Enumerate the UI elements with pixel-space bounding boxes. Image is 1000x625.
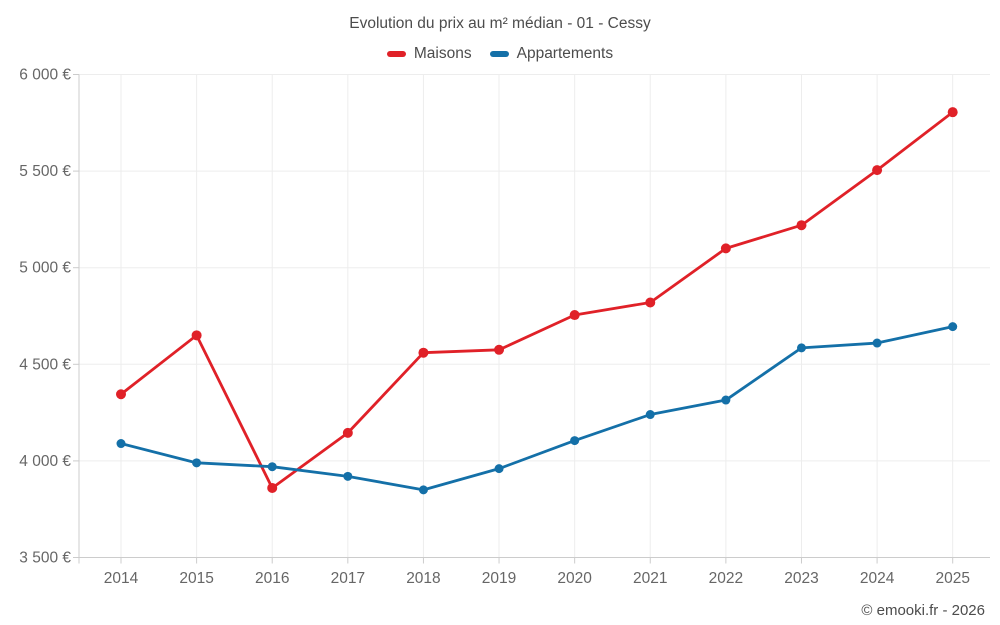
data-point-appartements-2023[interactable] [796, 343, 806, 353]
y-axis-tick-label: 5 500 € [19, 163, 71, 180]
x-axis-tick-label: 2024 [860, 570, 895, 587]
data-point-maisons-2024[interactable] [872, 165, 883, 176]
data-point-appartements-2018[interactable] [418, 485, 428, 495]
data-point-appartements-2017[interactable] [343, 471, 353, 481]
data-point-maisons-2018[interactable] [418, 347, 429, 358]
chart-legend: Maisons Appartements [0, 45, 1000, 63]
legend-item-appartements[interactable]: Appartements [489, 45, 614, 63]
legend-label-appartements: Appartements [516, 45, 614, 62]
attribution-text: © emooki.fr - 2026 [861, 602, 985, 619]
data-point-appartements-2024[interactable] [872, 338, 882, 348]
x-axis-tick-label: 2018 [406, 570, 440, 587]
data-point-appartements-2016[interactable] [267, 462, 277, 472]
x-axis-tick-label: 2021 [633, 570, 667, 587]
data-point-maisons-2019[interactable] [494, 344, 505, 355]
data-point-maisons-2022[interactable] [720, 243, 731, 254]
x-axis-tick-label: 2017 [331, 570, 365, 587]
x-axis-tick-label: 2022 [709, 570, 743, 587]
data-point-maisons-2021[interactable] [645, 297, 656, 308]
data-point-maisons-2020[interactable] [569, 310, 580, 321]
series-line-appartements [119, 325, 955, 492]
y-axis-tick-label: 5 000 € [19, 260, 71, 277]
y-axis-tick-label: 4 500 € [19, 356, 71, 373]
x-axis-tick-label: 2023 [784, 570, 818, 587]
data-point-maisons-2015[interactable] [191, 330, 202, 341]
data-point-maisons-2023[interactable] [796, 220, 807, 231]
x-axis-tick-label: 2014 [104, 570, 139, 587]
maisons-series-swatch-icon [386, 51, 406, 57]
data-point-appartements-2014[interactable] [116, 439, 126, 449]
y-axis-tick-label: 6 000 € [19, 67, 71, 84]
x-axis-tick-label: 2020 [557, 570, 592, 587]
data-point-appartements-2020[interactable] [570, 436, 580, 446]
x-axis-tick-label: 2016 [255, 570, 289, 587]
series-line-maisons [119, 110, 955, 490]
x-axis-tick-label: 2019 [482, 570, 516, 587]
data-point-maisons-2014[interactable] [116, 389, 126, 400]
legend-item-maisons[interactable]: Maisons [386, 45, 472, 63]
data-point-appartements-2019[interactable] [494, 464, 504, 474]
data-point-maisons-2016[interactable] [267, 482, 278, 493]
data-point-appartements-2021[interactable] [645, 410, 655, 420]
y-axis-tick-label: 4 000 € [19, 453, 71, 470]
legend-label-maisons: Maisons [413, 45, 472, 62]
appartements-series-swatch-icon [489, 51, 509, 57]
y-axis-tick-label: 3 500 € [19, 550, 71, 567]
chart-title: Evolution du prix au m² médian - 01 - Ce… [349, 15, 651, 32]
x-axis-tick-label: 2025 [935, 570, 969, 587]
data-point-appartements-2022[interactable] [721, 395, 731, 405]
data-point-maisons-2025[interactable] [947, 107, 958, 118]
data-point-appartements-2015[interactable] [192, 458, 202, 468]
x-axis-tick-label: 2015 [179, 570, 213, 587]
data-point-maisons-2017[interactable] [342, 427, 353, 438]
data-point-appartements-2025[interactable] [948, 322, 958, 332]
